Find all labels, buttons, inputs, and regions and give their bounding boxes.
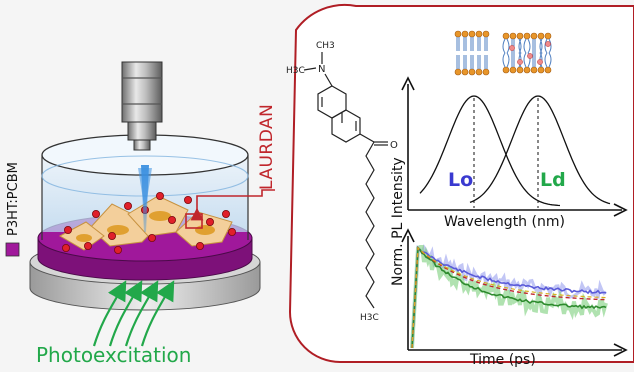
nucleus	[195, 225, 215, 235]
decay-series-green	[411, 246, 607, 349]
legend-swatch	[5, 242, 20, 257]
svg-text:H3C: H3C	[360, 313, 379, 323]
decay-fit-red	[411, 246, 607, 349]
photoexcitation-arrows	[92, 280, 175, 347]
y-axis-label: Norm. PL Intensity	[390, 157, 406, 286]
probe-dot	[108, 231, 117, 240]
probe-dot	[221, 209, 230, 218]
svg-text:H3C: H3C	[286, 66, 305, 76]
probe-dot	[155, 191, 164, 200]
probe-dot	[92, 209, 101, 218]
spectrum-plot: Lo Ld Wavelength (nm)	[401, 76, 628, 230]
connector-line	[190, 189, 275, 221]
decay-fit-yellow	[411, 246, 607, 349]
nucleus	[149, 211, 171, 221]
probe-dot	[64, 225, 73, 234]
probe-dot	[84, 241, 93, 250]
info-panel	[288, 3, 634, 363]
legend-label: P3HT:PCBM	[6, 162, 21, 236]
nucleus	[76, 234, 92, 242]
svg-text:N: N	[318, 64, 325, 75]
decay-series-blue	[411, 245, 607, 349]
spectrum-peak-ld	[469, 95, 611, 205]
probe-dot	[227, 227, 236, 236]
decay-x-label: Time (ps)	[469, 352, 536, 368]
probe-dot	[114, 245, 123, 254]
peak-label-lo: Lo	[448, 169, 473, 191]
decay-band-green	[410, 245, 608, 349]
legend: P3HT:PCBM	[5, 162, 21, 257]
probe-name: LAURDAN	[257, 104, 277, 190]
probe-dot	[62, 243, 71, 252]
photoexcitation-caption: Photoexcitation	[36, 343, 191, 367]
svg-text:CH3: CH3	[316, 41, 335, 51]
spectrum-peak-lo	[419, 95, 561, 207]
lipid-bilayer-disordered-icon	[502, 32, 552, 74]
probe-dot	[195, 241, 204, 250]
probe-dot	[147, 233, 156, 242]
probe-dot	[205, 217, 214, 226]
laurdan-molecule: CH3 H3C N O H3C	[286, 41, 398, 323]
spectrum-x-label: Wavelength (nm)	[444, 214, 565, 230]
svg-text:O: O	[390, 140, 398, 151]
lipid-bilayer-ordered-icon	[454, 30, 490, 76]
peak-label-ld: Ld	[540, 169, 566, 191]
probe-dot	[124, 201, 133, 210]
microscope-objective-icon	[121, 61, 163, 151]
probe-dot	[183, 195, 192, 204]
beam-cone	[138, 168, 152, 212]
decay-plot: Time (ps)	[401, 228, 628, 368]
probe-dot	[167, 215, 176, 224]
